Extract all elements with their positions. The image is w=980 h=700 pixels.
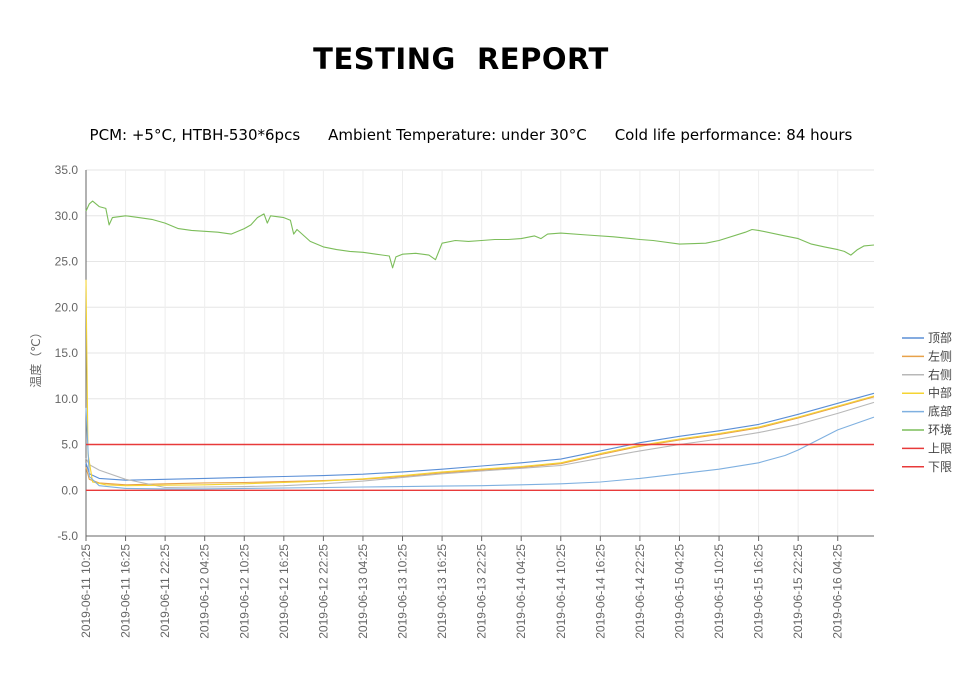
y-tick-label: 15.0 bbox=[55, 346, 79, 360]
legend-label: 顶部 bbox=[928, 330, 952, 345]
x-tick-label: 2019-06-16 04:25 bbox=[831, 544, 845, 639]
y-tick-label: 5.0 bbox=[61, 438, 78, 452]
y-tick-label: 35.0 bbox=[55, 163, 79, 177]
series-line-0 bbox=[85, 392, 875, 481]
x-tick-label: 2019-06-12 04:25 bbox=[198, 544, 212, 639]
x-tick-label: 2019-06-13 22:25 bbox=[475, 544, 489, 639]
legend-label: 底部 bbox=[928, 404, 952, 419]
x-tick-label: 2019-06-15 16:25 bbox=[752, 544, 766, 639]
x-tick-label: 2019-06-12 16:25 bbox=[277, 544, 291, 639]
x-tick-label: 2019-06-15 10:25 bbox=[712, 544, 726, 639]
x-tick-label: 2019-06-13 16:25 bbox=[435, 544, 449, 639]
legend-label: 中部 bbox=[928, 385, 952, 400]
x-tick-label: 2019-06-13 10:25 bbox=[396, 544, 410, 639]
pcm-info: PCM: +5°C, HTBH-530*6pcs bbox=[89, 126, 301, 144]
x-tick-label: 2019-06-15 04:25 bbox=[672, 544, 686, 639]
legend-label: 左侧 bbox=[928, 348, 952, 363]
x-tick-label: 2019-06-11 16:25 bbox=[119, 544, 133, 638]
y-tick-label: 25.0 bbox=[55, 255, 79, 269]
legend-label: 下限 bbox=[928, 460, 952, 474]
series-line-5 bbox=[85, 200, 875, 269]
y-tick-label: 10.0 bbox=[55, 392, 79, 406]
y-tick-label: -5.0 bbox=[57, 529, 78, 543]
series-line-2 bbox=[85, 401, 875, 489]
grid-lines bbox=[85, 169, 874, 537]
x-tick-label: 2019-06-14 16:25 bbox=[593, 544, 607, 639]
cold-life-info: Cold life performance: 84 hours bbox=[614, 126, 853, 144]
x-tick-label: 2019-06-12 22:25 bbox=[316, 544, 330, 639]
series-line-1 bbox=[85, 396, 875, 486]
x-tick-label: 2019-06-12 10:25 bbox=[237, 544, 251, 639]
x-tick-label: 2019-06-14 04:25 bbox=[514, 544, 528, 639]
y-tick-label: 20.0 bbox=[55, 300, 79, 314]
series-line-3 bbox=[85, 279, 875, 487]
x-tick-label: 2019-06-14 22:25 bbox=[633, 544, 647, 639]
series-lines bbox=[85, 200, 875, 491]
y-tick-label: 0.0 bbox=[61, 483, 78, 497]
x-tick-label: 2019-06-14 10:25 bbox=[554, 544, 568, 639]
x-tick-label: 2019-06-11 10:25 bbox=[79, 544, 93, 638]
axes: 35.030.025.020.015.010.05.00.0-5.02019-0… bbox=[55, 163, 874, 639]
y-axis-label: 温度（℃） bbox=[28, 326, 43, 387]
x-tick-label: 2019-06-15 22:25 bbox=[791, 544, 805, 639]
ambient-temperature-info: Ambient Temperature: under 30°C bbox=[328, 126, 587, 144]
report-title: TESTING REPORT bbox=[313, 42, 609, 76]
legend-label: 右侧 bbox=[928, 367, 952, 382]
y-tick-label: 30.0 bbox=[55, 209, 79, 223]
legend-label: 环境 bbox=[928, 422, 952, 437]
x-tick-label: 2019-06-13 04:25 bbox=[356, 544, 370, 639]
report-info-line: PCM: +5°C, HTBH-530*6pcs Ambient Temperat… bbox=[80, 108, 853, 144]
x-tick-label: 2019-06-11 22:25 bbox=[158, 544, 172, 638]
series-line-4 bbox=[85, 407, 875, 490]
legend-label: 上限 bbox=[928, 441, 952, 455]
